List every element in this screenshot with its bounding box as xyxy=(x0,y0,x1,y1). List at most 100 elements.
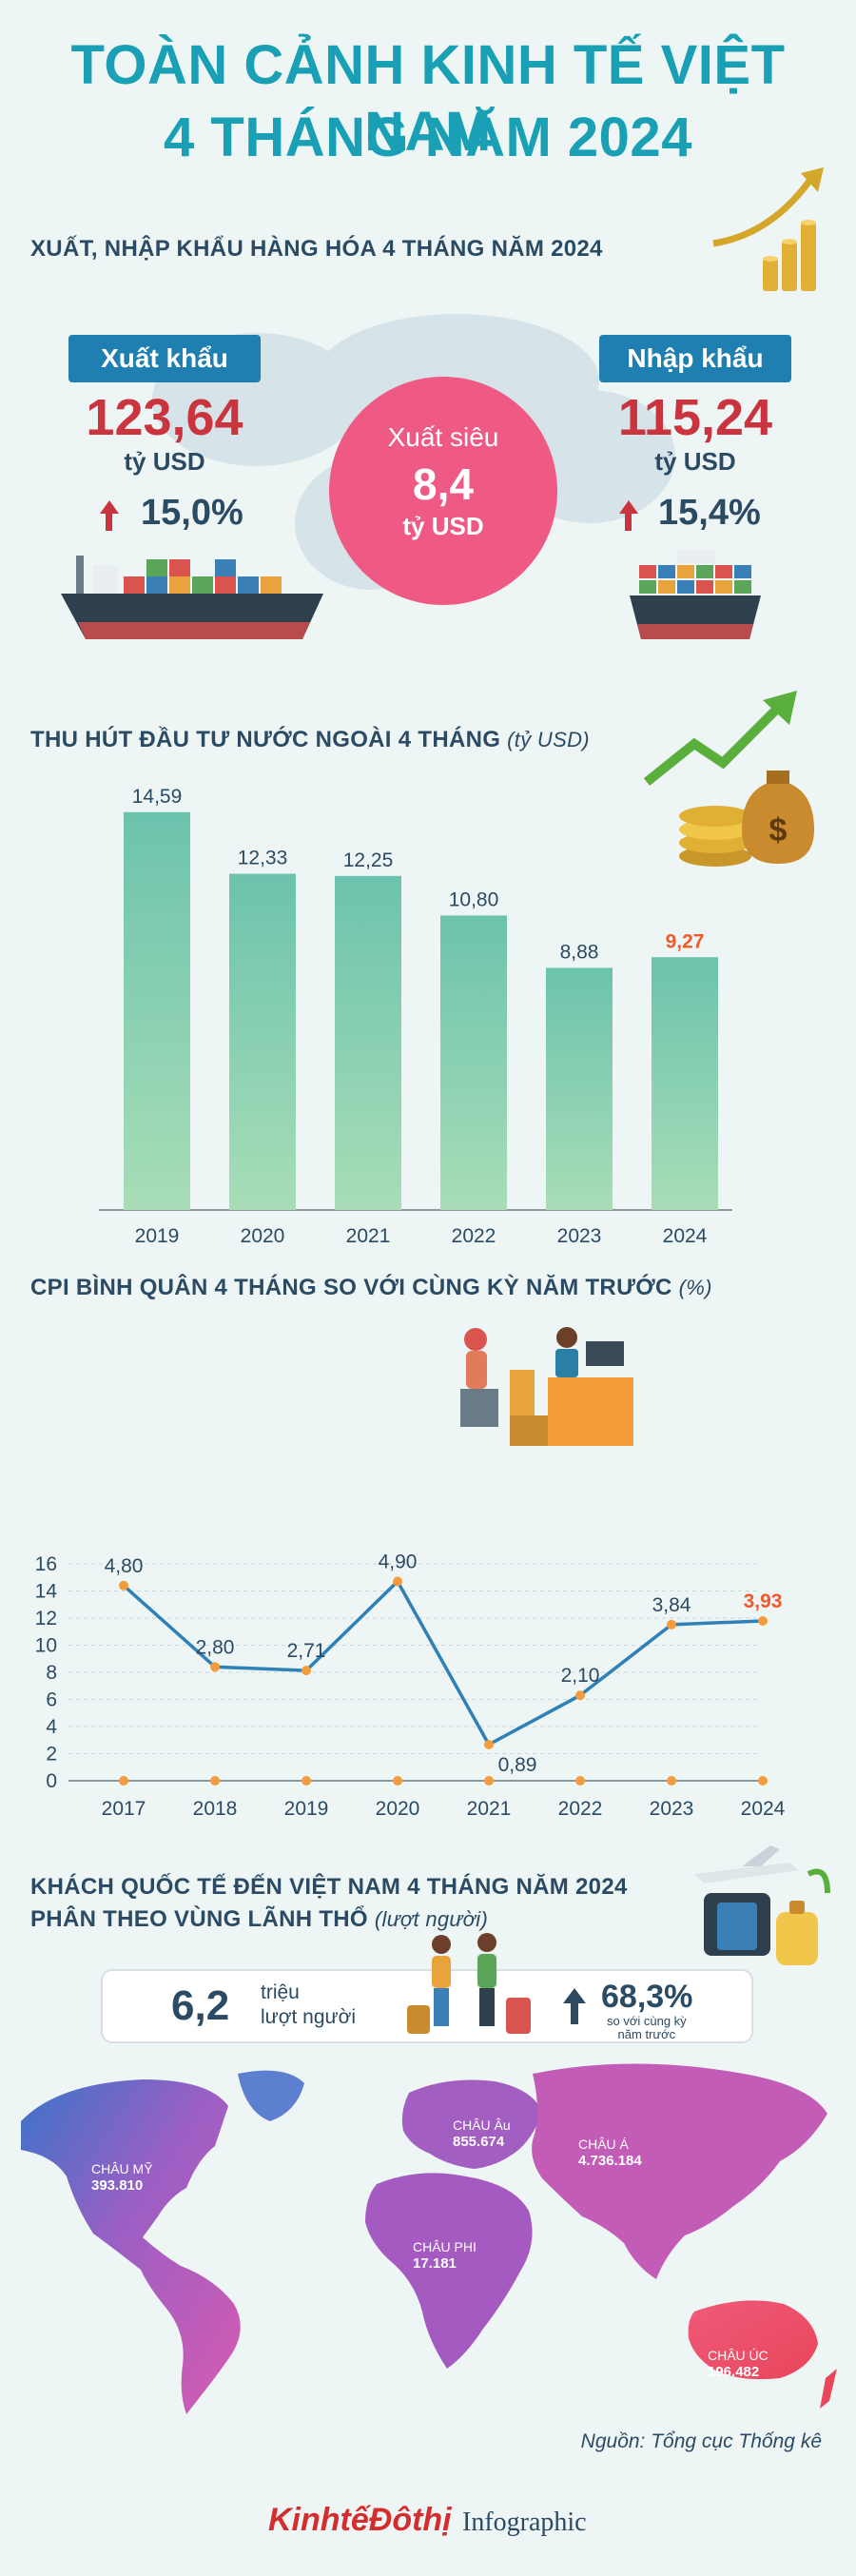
travel-luggage-plane-icon xyxy=(694,1845,830,1965)
export-growth: 15,0% xyxy=(141,493,243,533)
region-europe-value: 855.674 xyxy=(453,2134,505,2150)
map-australia xyxy=(688,2300,818,2380)
fdi-category-label-2023: 2023 xyxy=(557,1225,602,1247)
tourism-title-line2-wrap: PHÂN THEO VÙNG LÃNH THỔ (lượt người) xyxy=(30,1906,488,1933)
fdi-category-label-2019: 2019 xyxy=(135,1225,180,1247)
cpi-x-label-2021: 2021 xyxy=(467,1798,512,1820)
cpi-point-2017 xyxy=(119,1580,128,1590)
surplus-unit: tỷ USD xyxy=(402,512,484,540)
cpi-y-tick-16: 16 xyxy=(35,1553,57,1575)
cpi-value-label-2024: 3,93 xyxy=(744,1590,783,1612)
cpi-value-label-2022: 2,10 xyxy=(561,1665,600,1687)
tourist-total-value: 6,2 xyxy=(171,1982,230,2029)
region-asia-name: CHÂU Á xyxy=(578,2137,629,2152)
region-africa-value: 17.181 xyxy=(413,2255,457,2272)
cpi-value-label-2018: 2,80 xyxy=(196,1636,235,1658)
tourist-total-unit: triệu lượt người xyxy=(261,1981,356,2030)
tourist-unit-line2: lượt người xyxy=(261,2006,357,2028)
region-asia-label: CHÂU Á 4.736.184 xyxy=(578,2137,642,2169)
cpi-axis-marker-2021 xyxy=(484,1776,494,1786)
export-up-arrow-icon xyxy=(100,500,119,531)
world-region-map xyxy=(21,2063,837,2414)
fdi-value-label-2019: 14,59 xyxy=(132,786,183,808)
region-americas-value: 393.810 xyxy=(91,2177,144,2194)
fdi-category-label-2022: 2022 xyxy=(452,1225,496,1247)
cpi-x-label-2024: 2024 xyxy=(741,1798,786,1820)
cpi-point-2023 xyxy=(667,1619,676,1630)
map-asia xyxy=(532,2063,827,2279)
cpi-axis-marker-2023 xyxy=(667,1776,676,1786)
export-unit: tỷ USD xyxy=(124,447,205,476)
map-newzealand xyxy=(820,2369,837,2409)
surplus-label: Xuất siêu xyxy=(387,422,499,452)
region-australia-label: CHÂU ÚC 196.482 xyxy=(708,2348,768,2380)
cpi-axis-marker-2019 xyxy=(302,1776,311,1786)
fdi-value-label-2024: 9,27 xyxy=(666,930,705,952)
fdi-bar-chart: 14,59 2019 12,33 2020 12,25 2021 10,80 2022 8,88… xyxy=(99,786,732,1247)
cpi-title-text: CPI BÌNH QUÂN 4 THÁNG SO VỚI CÙNG KỲ NĂM… xyxy=(30,1275,672,1300)
fdi-category-label-2021: 2021 xyxy=(346,1225,391,1247)
cpi-value-label-2020: 4,90 xyxy=(379,1551,418,1573)
cpi-y-tick-8: 8 xyxy=(46,1662,57,1684)
fdi-category-label-2024: 2024 xyxy=(663,1225,708,1247)
map-africa xyxy=(365,2173,533,2369)
tourism-title-line1: KHÁCH QUỐC TẾ ĐẾN VIỆT NAM 4 THÁNG NĂM 2… xyxy=(30,1874,628,1900)
import-label: Nhập khẩu xyxy=(599,335,791,382)
cargo-ship-front-icon xyxy=(630,550,761,639)
cpi-point-2024 xyxy=(758,1615,768,1626)
tourist-unit-line1: triệu xyxy=(261,1981,300,2003)
brand-logo: KinhtếĐôthị xyxy=(268,2502,452,2538)
fdi-bar-2023 xyxy=(546,967,613,1210)
cpi-x-label-2022: 2022 xyxy=(558,1798,603,1820)
region-africa-label: CHÂU PHI 17.181 xyxy=(413,2239,477,2272)
tourist-growth-note-line2: năm trước xyxy=(617,2027,676,2041)
cargo-ship-icon xyxy=(61,556,323,639)
fdi-section-title: THU HÚT ĐẦU TƯ NƯỚC NGOÀI 4 THÁNG (tỷ US… xyxy=(30,727,590,753)
cpi-value-label-2017: 4,80 xyxy=(105,1555,144,1577)
import-growth: 15,4% xyxy=(658,493,761,533)
region-africa-name: CHÂU PHI xyxy=(413,2239,477,2254)
import-unit: tỷ USD xyxy=(654,447,736,476)
fdi-value-label-2022: 10,80 xyxy=(449,888,499,910)
tourist-growth-arrow-icon xyxy=(563,1988,586,2024)
cpi-value-label-2021: 0,89 xyxy=(498,1754,537,1776)
cpi-point-2018 xyxy=(210,1662,220,1672)
trade-section-title: XUẤT, NHẬP KHẨU HÀNG HÓA 4 THÁNG NĂM 202… xyxy=(30,236,603,262)
cpi-y-tick-10: 10 xyxy=(35,1635,57,1657)
fdi-value-label-2021: 12,25 xyxy=(343,849,394,871)
tourists-couple-icon xyxy=(407,1933,531,2034)
fdi-bar-2022 xyxy=(440,915,507,1210)
fdi-unit: (tỷ USD) xyxy=(507,728,590,751)
fdi-value-label-2023: 8,88 xyxy=(560,941,599,963)
cpi-y-tick-12: 12 xyxy=(35,1608,57,1630)
tourism-unit: (lượt người) xyxy=(374,1907,489,1931)
cpi-point-2019 xyxy=(302,1666,311,1676)
trade-surplus-circle: Xuất siêu 8,4 tỷ USD xyxy=(329,377,557,605)
region-europe-label: CHÂU Âu 855.674 xyxy=(453,2117,511,2150)
page-title-line2: 4 THÁNG NĂM 2024 xyxy=(164,107,692,168)
fdi-bar-2020 xyxy=(229,873,296,1210)
fdi-bar-2024 xyxy=(652,957,718,1210)
cpi-axis-marker-2024 xyxy=(758,1776,768,1786)
cpi-axis-marker-2017 xyxy=(119,1776,128,1786)
shopping-market-icon xyxy=(460,1327,633,1446)
export-value: 123,64 xyxy=(86,389,243,446)
cpi-y-tick-4: 4 xyxy=(46,1716,57,1738)
region-americas-name: CHÂU MỸ xyxy=(91,2161,153,2176)
money-bag-growth-icon: $ xyxy=(643,691,814,867)
import-value: 115,24 xyxy=(617,389,773,446)
cpi-point-2020 xyxy=(393,1576,402,1587)
region-australia-name: CHÂU ÚC xyxy=(708,2348,768,2363)
export-label: Xuất khẩu xyxy=(68,335,261,382)
cpi-value-label-2019: 2,71 xyxy=(287,1640,326,1662)
region-asia-value: 4.736.184 xyxy=(578,2153,642,2169)
tourism-title-line2: PHÂN THEO VÙNG LÃNH THỔ xyxy=(30,1906,368,1932)
cpi-value-label-2023: 3,84 xyxy=(652,1594,691,1616)
cpi-point-2021 xyxy=(484,1739,494,1749)
page-title-line1: TOÀN CẢNH KINH TẾ VIỆT NAM xyxy=(70,34,786,163)
gold-growth-icon xyxy=(712,167,824,291)
source-note: Nguồn: Tổng cục Thống kê xyxy=(580,2430,822,2452)
cpi-y-tick-6: 6 xyxy=(46,1689,57,1711)
tourist-growth-note: so với cùng kỳ năm trước xyxy=(607,2015,687,2041)
map-greenland xyxy=(238,2070,304,2121)
